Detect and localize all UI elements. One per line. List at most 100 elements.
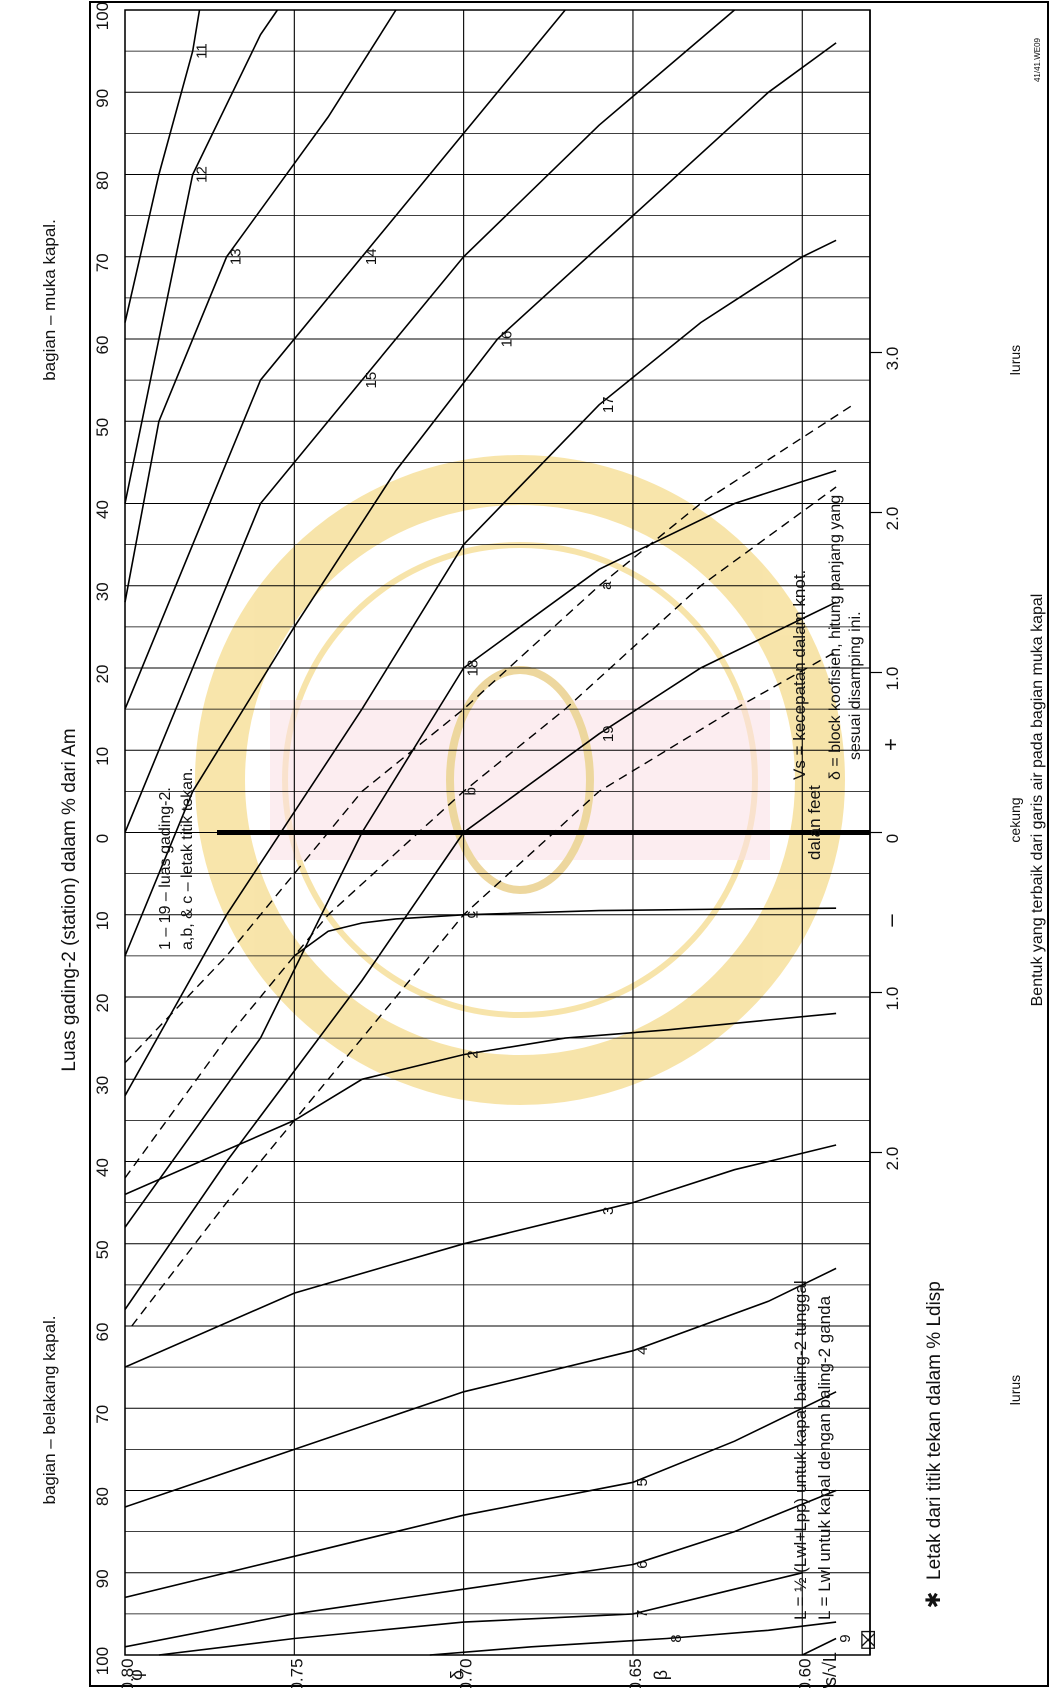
station-curve-8 — [429, 1621, 837, 1656]
dalam-feet: dalan feet — [805, 785, 824, 860]
station-curve-label-19: 19 — [600, 725, 617, 742]
station-tick-label: 50 — [93, 418, 112, 437]
station-curve-label-7: 7 — [634, 1610, 651, 1618]
fore-body-label: bagian – muka kapal. — [40, 219, 59, 381]
pressure-curve-b — [124, 486, 837, 1179]
station-tick-label: 80 — [93, 1487, 112, 1506]
station-curve-label-14: 14 — [363, 248, 380, 265]
l-definition-1: L = ½ (Lwl+Lpp) untuk kapal baling-2 tun… — [791, 1280, 810, 1620]
offset-tick-label: 1.0 — [883, 987, 902, 1011]
station-curve-1 — [293, 907, 837, 957]
station-curve-18 — [124, 469, 837, 1228]
station-curve-label-8: 8 — [668, 1634, 685, 1642]
offset-tick-label: 1.0 — [883, 667, 902, 691]
side-scales: φ δ β Vs/√L lurus cekung lurus Bentuk yang terb… — [126, 10, 1046, 1688]
station-tick-label: 30 — [93, 582, 112, 601]
station-curve-label-13: 13 — [228, 248, 245, 265]
station-curve-5 — [124, 1391, 837, 1599]
station-curve-17 — [124, 239, 837, 1097]
aft-body-label: bagian – belakang kapal. — [40, 1315, 59, 1504]
station-curve-label-18: 18 — [465, 660, 482, 677]
station-tick-label: 90 — [93, 1569, 112, 1588]
labels: 1009080706050403020100102030405060708090… — [40, 2, 1042, 1688]
station-curve-11 — [124, 9, 201, 323]
pressure-curve-label-b: b — [463, 787, 480, 795]
delta-definition-2: sesuai disamping ini. — [847, 611, 864, 760]
station-curve-16 — [124, 42, 837, 957]
figure-code: 41/41.WE09 — [1033, 37, 1042, 82]
station-curve-label-4: 4 — [634, 1347, 651, 1355]
station-curve-9 — [801, 1637, 837, 1656]
station-curve-label-6: 6 — [634, 1560, 651, 1568]
station-tick-label: 20 — [93, 665, 112, 684]
zone-label-hollow: cekung — [1007, 797, 1023, 842]
plus-sign: + — [878, 738, 903, 751]
station-curve-14 — [124, 9, 566, 710]
side-symbol-vs: Vs/√L — [820, 1652, 840, 1688]
phi-tick-label: 0.70 — [457, 1658, 476, 1688]
pressure-curve-a — [124, 404, 854, 1064]
star-mark: ✱ — [923, 1592, 945, 1609]
station-tick-label: 90 — [93, 89, 112, 108]
station-curve-label-12: 12 — [194, 166, 211, 183]
station-curve-label-17: 17 — [600, 396, 617, 413]
station-tick-label: 40 — [93, 1158, 112, 1177]
station-curve-label-5: 5 — [634, 1478, 651, 1486]
station-tick-label: 30 — [93, 1076, 112, 1095]
station-tick-label: 10 — [93, 911, 112, 930]
station-tick-label: 40 — [93, 500, 112, 519]
station-curve-6 — [124, 1489, 837, 1648]
side-symbol-beta: β — [651, 1670, 671, 1680]
amidship-symbol: ⌧ — [859, 1630, 879, 1651]
side-symbol-delta: δ — [448, 1670, 468, 1680]
offset-tick-label: 2.0 — [883, 1147, 902, 1171]
bottom-axis-title: Letak dari titik tekan dalam % Ldisp — [924, 1281, 945, 1580]
legend-pressure: a,b, & c – letak titik tekan. — [179, 768, 196, 950]
station-curve-7 — [158, 1572, 803, 1656]
footer-caption: Bentuk yang terbaik dari garis air pada … — [1029, 594, 1046, 1007]
offset-tick-label: 2.0 — [883, 507, 902, 531]
phi-tick-label: 0.60 — [795, 1658, 814, 1688]
station-curve-label-9: 9 — [837, 1634, 854, 1642]
station-axis-title: Luas gading-2 (station) dalam % dari Am — [59, 728, 80, 1071]
station-curve-4 — [124, 1267, 837, 1508]
phi-tick-label: 0.75 — [287, 1658, 306, 1688]
station-tick-label: 50 — [93, 1240, 112, 1259]
curves — [124, 9, 854, 1656]
station-curve-label-2: 2 — [465, 1050, 482, 1058]
station-tick-label: 70 — [93, 253, 112, 272]
station-curve-19 — [124, 601, 837, 1310]
station-tick-label: 20 — [93, 994, 112, 1013]
station-curve-label-1: 1 — [465, 911, 482, 919]
pressure-curve-label-a: a — [598, 581, 615, 590]
pressure-curve-label-c: c — [463, 911, 480, 919]
station-tick-label: 60 — [93, 336, 112, 355]
station-curve-label-15: 15 — [363, 372, 380, 389]
station-tick-label: 70 — [93, 1405, 112, 1424]
zone-label-straight-bottom: lurus — [1007, 1375, 1023, 1405]
station-curve-label-11: 11 — [194, 43, 211, 59]
station-tick-label: 80 — [93, 171, 112, 190]
phi-tick-label: 0.80 — [118, 1658, 137, 1688]
station-curve-12 — [124, 9, 279, 504]
offset-tick-label: 0 — [883, 834, 902, 843]
station-tick-label: 0 — [93, 834, 112, 843]
station-tick-label: 60 — [93, 1323, 112, 1342]
minus-sign: – — [878, 914, 903, 927]
phi-tick-label: 0.65 — [626, 1658, 645, 1688]
station-curve-13 — [124, 9, 397, 603]
station-tick-label: 100 — [93, 1647, 112, 1675]
station-curve-15 — [124, 9, 736, 833]
station-curve-label-16: 16 — [499, 331, 516, 348]
station-tick-label: 100 — [93, 2, 112, 30]
zone-label-straight-top: lurus — [1007, 345, 1023, 375]
station-tick-label: 10 — [93, 747, 112, 766]
university-watermark — [195, 455, 845, 1105]
pressure-curve-c — [131, 650, 837, 1327]
legend-stations: 1 – 19 – luas gading-2. — [157, 787, 174, 950]
station-curve-3 — [124, 1144, 837, 1368]
offset-tick-label: 3.0 — [883, 347, 902, 371]
station-curve-label-3: 3 — [600, 1207, 617, 1215]
vs-definition: Vs = kecepatan dalam knot. — [790, 570, 809, 780]
